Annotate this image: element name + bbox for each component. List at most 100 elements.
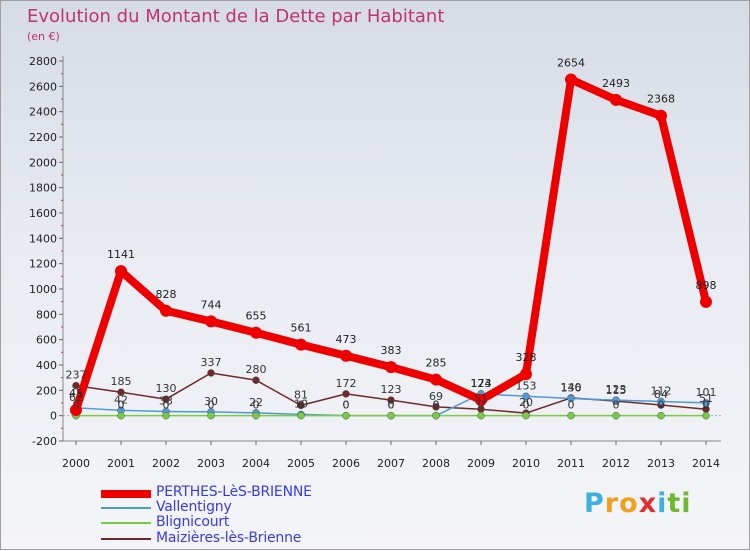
data-label: 0 (298, 399, 305, 412)
data-label: 185 (111, 375, 132, 388)
x-tick-label: 2013 (647, 457, 675, 470)
data-label: 0 (523, 399, 530, 412)
legend-swatch-blignicourt (101, 522, 151, 524)
y-tick-label: 2400 (29, 106, 57, 119)
chart-subtitle: (en €) (27, 30, 60, 43)
data-label: 0 (658, 399, 665, 412)
data-label: 337 (201, 356, 222, 369)
series-point-2 (702, 411, 710, 420)
series-point-2 (567, 411, 575, 420)
data-label: 172 (336, 377, 357, 390)
data-label: 81 (294, 388, 308, 401)
series-point-2 (342, 411, 350, 420)
series-line-0 (72, 75, 710, 414)
data-label: 280 (246, 363, 267, 376)
x-tick-label: 2002 (152, 457, 180, 470)
data-label: 0 (343, 399, 350, 412)
y-tick-label: 1200 (29, 258, 57, 271)
y-tick-label: -200 (32, 435, 57, 448)
data-label: 62 (69, 391, 83, 404)
data-label: 69 (429, 390, 443, 403)
data-label: 0 (208, 399, 215, 412)
series-point-0 (430, 373, 442, 386)
data-label: 237 (66, 369, 87, 382)
logo-letter: i (681, 488, 692, 519)
series-point-0 (520, 368, 532, 381)
data-label: 101 (696, 386, 717, 399)
legend-label-blignicourt: Blignicourt (156, 514, 230, 530)
data-label: 22 (249, 396, 263, 409)
y-tick-label: 600 (36, 334, 57, 347)
data-label: 124 (471, 377, 492, 390)
data-label: 0 (253, 399, 260, 412)
x-tick-label: 2000 (62, 457, 90, 470)
series-point-2 (657, 411, 665, 420)
x-tick-label: 2012 (602, 457, 630, 470)
series-point-0 (610, 93, 622, 106)
series-point-2 (432, 411, 440, 420)
x-tick-label: 2007 (377, 457, 405, 470)
data-label: 473 (336, 333, 357, 346)
y-tick-label: 2600 (29, 80, 57, 93)
data-label: 744 (201, 298, 222, 311)
legend-label-vallentigny: Vallentigny (156, 499, 232, 515)
series-point-1 (612, 396, 620, 404)
data-label: 0 (478, 399, 485, 412)
series-point-2 (162, 411, 170, 420)
data-label: 130 (156, 382, 177, 395)
series-point-0 (475, 393, 487, 406)
series-point-0 (250, 326, 262, 339)
data-label: 51 (474, 392, 488, 405)
legend-swatch-maizieres (101, 538, 151, 540)
data-label: 20 (519, 396, 533, 409)
data-label: 0 (568, 399, 575, 412)
x-tick-label: 2009 (467, 457, 495, 470)
data-label: 0 (73, 399, 80, 412)
data-label: 2368 (647, 93, 675, 106)
data-label: 2493 (602, 77, 630, 90)
data-label: 328 (516, 351, 537, 364)
x-tick-label: 2001 (107, 457, 135, 470)
y-tick-label: 1800 (29, 182, 57, 195)
y-tick-label: 2000 (29, 156, 57, 169)
series-point-2 (387, 411, 395, 420)
legend-label-maizieres: Maizières-lès-Brienne (156, 530, 302, 546)
data-label: 84 (654, 388, 668, 401)
y-tick-label: 1600 (29, 207, 57, 220)
logo-letter: P (584, 488, 605, 519)
chart-title: Evolution du Montant de la Dette par Hab… (27, 6, 445, 27)
series-point-2 (207, 411, 215, 420)
data-label: 123 (606, 383, 627, 396)
series-point-3 (207, 369, 215, 377)
x-tick-label: 2008 (422, 457, 450, 470)
data-label: 153 (516, 379, 537, 392)
data-label: 655 (246, 310, 267, 323)
series-point-2 (612, 411, 620, 420)
data-label: 115 (606, 384, 627, 397)
data-label: 30 (204, 395, 218, 408)
data-label: 383 (381, 344, 402, 357)
proxiti-logo: Proxiti (584, 488, 692, 519)
series-point-3 (72, 381, 80, 390)
series-point-0 (160, 304, 172, 317)
x-tick-label: 2006 (332, 457, 360, 470)
series-point-0 (295, 338, 307, 351)
data-label: 828 (156, 288, 177, 301)
series-point-2 (522, 411, 530, 420)
series-point-1 (657, 397, 665, 406)
data-label: 0 (388, 399, 395, 412)
series-point-3 (387, 396, 395, 404)
y-tick-label: 1000 (29, 283, 57, 296)
series-point-2 (477, 411, 485, 420)
logo-letter: o (619, 488, 639, 519)
data-label: 0 (613, 399, 620, 412)
series-point-1 (702, 399, 710, 407)
data-label: 0 (433, 399, 440, 412)
series-point-2 (117, 411, 125, 420)
data-label: 0 (388, 399, 395, 412)
y-tick-label: 1400 (29, 232, 57, 245)
data-label: 0 (703, 399, 710, 412)
data-label: 33 (159, 394, 173, 407)
